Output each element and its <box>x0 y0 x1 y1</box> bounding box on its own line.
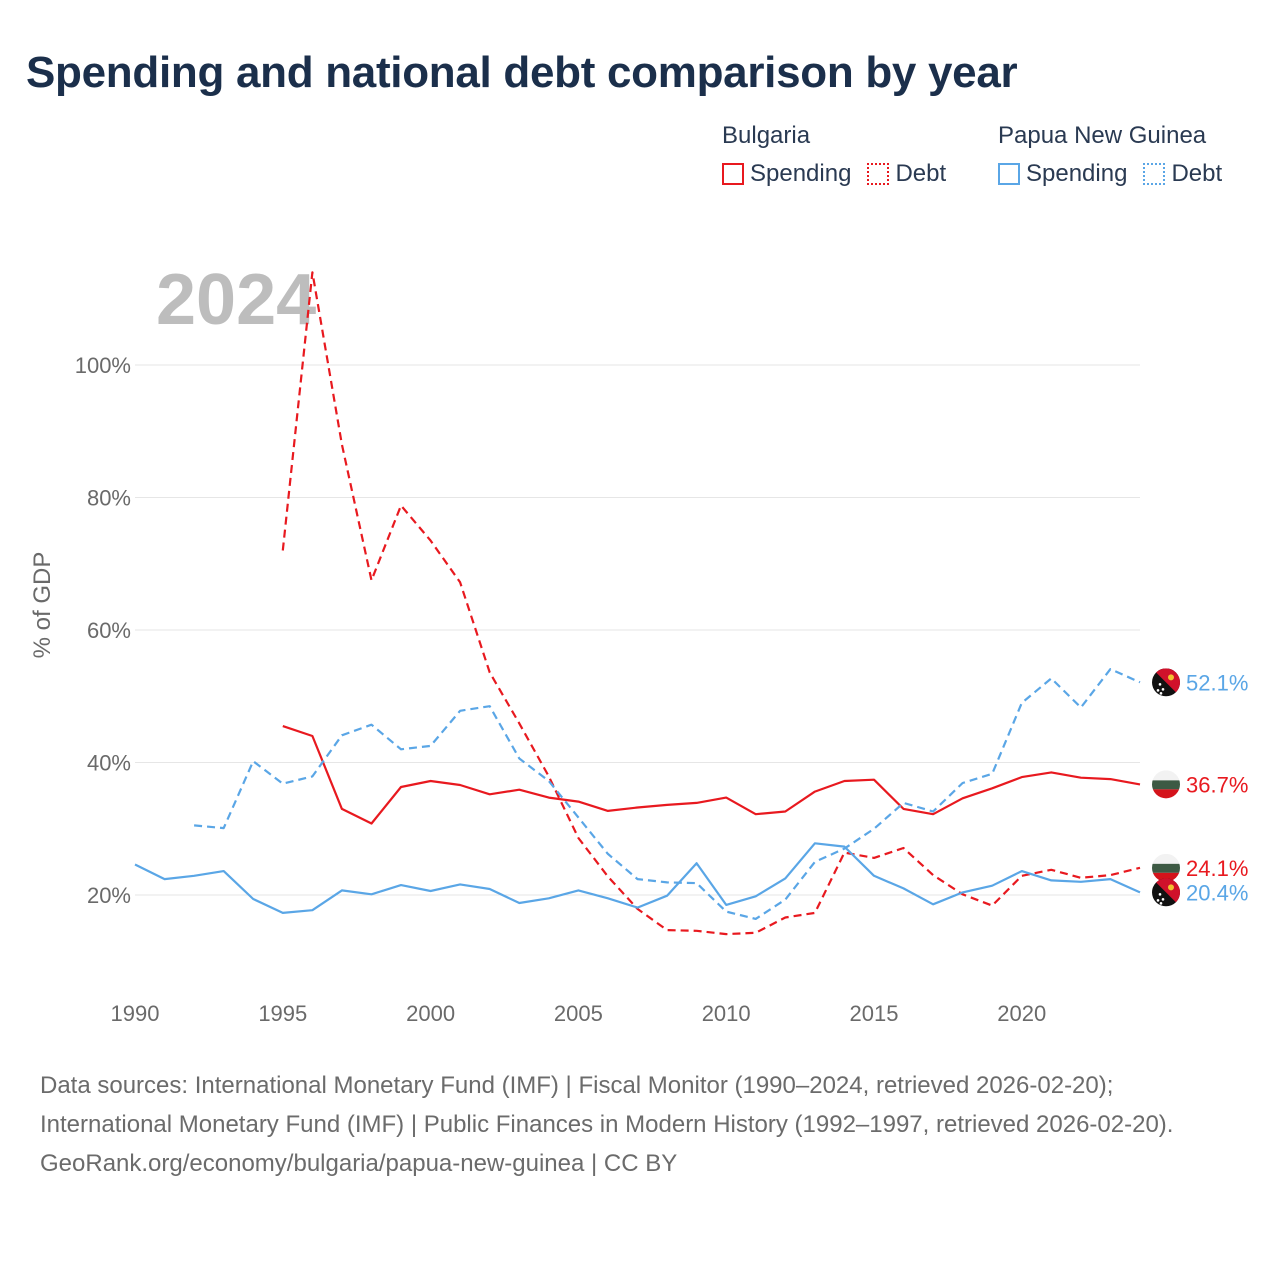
x-tick-label: 1995 <box>258 1001 307 1026</box>
solid-line-swatch-icon <box>722 163 744 185</box>
legend-item-png-spending[interactable]: Spending <box>998 160 1127 188</box>
x-tick-label: 2010 <box>702 1001 751 1026</box>
legend-group-bulgaria: Bulgaria Spending Debt <box>722 122 962 188</box>
y-tick-label: 80% <box>87 486 131 511</box>
legend-label: Debt <box>1171 160 1223 187</box>
end-value-label: 52.1% <box>1186 670 1248 695</box>
legend-label: Spending <box>750 160 852 187</box>
end-value-label: 24.1% <box>1186 856 1248 881</box>
year-watermark: 2024 <box>156 260 316 340</box>
y-tick-label: 60% <box>87 618 131 643</box>
legend-item-bulgaria-debt[interactable]: Debt <box>867 160 946 188</box>
dotted-line-swatch-icon <box>867 163 890 185</box>
line-chart: 2024 20% 40% 60% 80% 100% 1990 1995 2000 2005 20… <box>29 260 1248 1026</box>
credit-link[interactable]: GeoRank.org/economy/bulgaria/papua-new-g… <box>40 1150 678 1177</box>
y-axis-label: % of GDP <box>29 552 56 659</box>
series-line-bulgaria-debt[interactable] <box>281 271 1141 936</box>
legend-item-png-debt[interactable]: Debt <box>1143 160 1222 188</box>
x-tick-label: 2000 <box>406 1001 455 1026</box>
x-tick-label: 2015 <box>849 1001 898 1026</box>
legend-group-png: Papua New Guinea Spending Debt <box>998 122 1222 188</box>
x-tick-label: 1990 <box>111 1001 160 1026</box>
footer: Data sources: International Monetary Fun… <box>40 1066 1240 1183</box>
legend-group-name: Papua New Guinea <box>998 122 1207 149</box>
bulgaria-flag-icon <box>1152 853 1180 882</box>
end-value-label: 36.7% <box>1186 772 1248 797</box>
series-line-papua-new-guinea-spending[interactable] <box>134 842 1141 915</box>
legend-group-name: Bulgaria <box>722 122 811 149</box>
png-flag-icon <box>1152 878 1180 907</box>
x-tick-label: 2005 <box>554 1001 603 1026</box>
y-tick-label: 40% <box>87 751 131 776</box>
x-tick-label: 2020 <box>997 1001 1046 1026</box>
end-value-label: 20.4% <box>1186 880 1248 905</box>
chart-title: Spending and national debt comparison by… <box>26 48 1018 97</box>
series-line-papua-new-guinea-debt[interactable] <box>194 667 1141 921</box>
y-tick-label: 20% <box>87 883 131 908</box>
solid-line-swatch-icon <box>998 163 1020 185</box>
dotted-line-swatch-icon <box>1143 163 1166 185</box>
y-tick-label: 100% <box>75 353 131 378</box>
png-flag-icon <box>1152 668 1180 697</box>
legend-label: Debt <box>895 160 947 187</box>
data-sources: Data sources: International Monetary Fun… <box>40 1072 1174 1138</box>
series-line-bulgaria-spending[interactable] <box>282 725 1141 825</box>
bulgaria-flag-icon <box>1152 770 1180 799</box>
legend-item-bulgaria-spending[interactable]: Spending <box>722 160 851 188</box>
legend-label: Spending <box>1026 160 1128 187</box>
